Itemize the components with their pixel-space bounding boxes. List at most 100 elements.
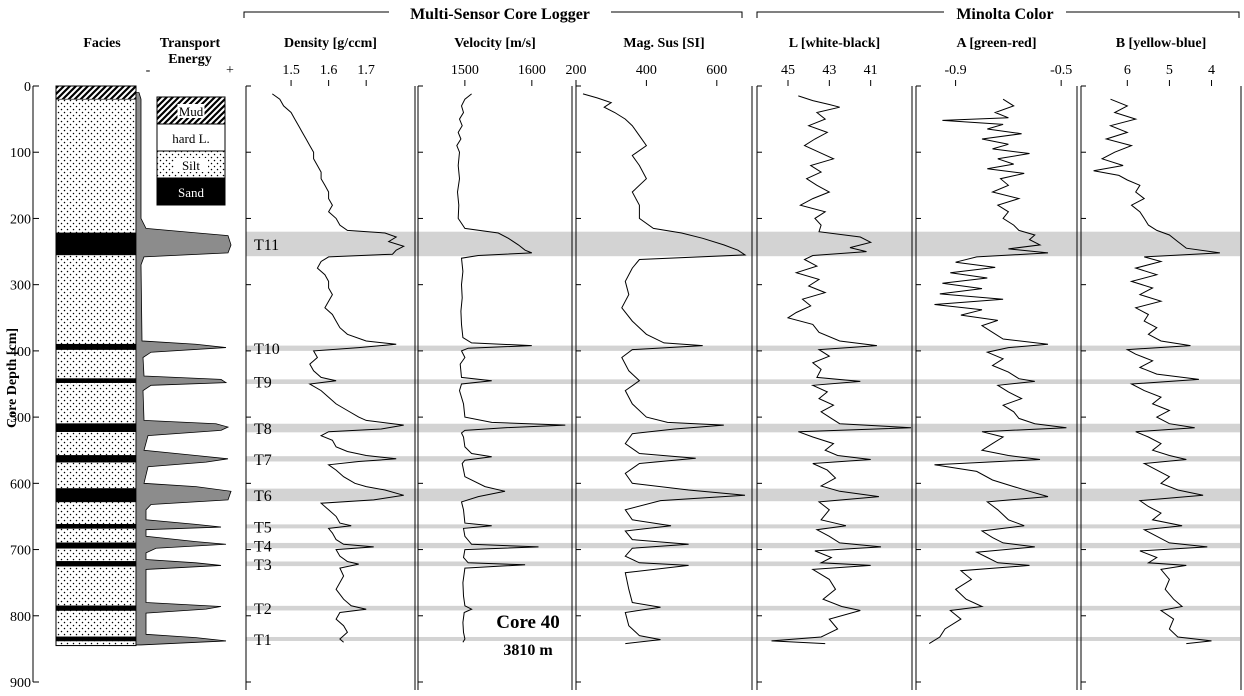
facies-interval [55,547,137,562]
depth-tick-label: 400 [10,345,31,360]
facies-interval [55,382,137,425]
turbidite-band [246,542,1240,549]
track-frames [32,11,1242,690]
facies-interval [55,343,137,350]
depth-tick-label: 600 [10,477,31,492]
facies-interval [55,461,137,489]
transport-energy-title: Energy [168,52,212,67]
log-curve [582,93,747,645]
facies-interval [55,528,137,544]
transport-energy-title: Transport [160,36,221,51]
legend-swatch [156,123,226,152]
log-curves [272,93,1220,645]
track-title: Mag. Sus [SI] [623,36,704,51]
facies-interval [55,542,137,549]
track-tick-label: 1600 [518,63,546,78]
depth-tick-label: 300 [10,279,31,294]
turbidite-bands [246,231,1240,641]
turbidite-label: T6 [254,488,272,505]
track-tick-label: -0.9 [945,63,967,78]
turbidite-band [246,456,1240,462]
turbidite-label: T3 [254,557,272,574]
turbidite-label: T4 [254,539,272,556]
track-tick-label: 45 [781,63,795,78]
track-tick-label: 1.6 [320,63,338,78]
legend-swatch [156,96,226,125]
turbidite-label: T5 [254,519,272,536]
depth-tick-label: 800 [10,610,31,625]
legend-label-bg [174,185,208,199]
facies-interval [55,232,137,256]
legend-label: hard L. [172,131,210,146]
track-tick-label: 1.5 [282,63,300,78]
turbidite-label: T8 [254,421,272,438]
depth-tick-label: 100 [10,146,31,161]
facies-interval [55,565,137,607]
facies-interval [55,524,137,529]
transport-energy-minus: - [146,63,151,78]
depth-tick-label: 0 [24,80,31,95]
core-label: Core 40 [496,612,560,633]
facies-interval [55,431,137,456]
facies-interval [55,85,137,100]
turbidite-band [246,231,1240,257]
turbidite-label: T11 [254,237,279,254]
legend-label: Mud [179,104,204,119]
turbidite-band [246,636,1240,641]
chart-text: Multi-Sensor Core Logger Minolta Color F… [5,6,1215,691]
track-title: A [green-red] [957,36,1037,51]
turbidite-band [246,524,1240,529]
turbidite-label: T1 [254,632,272,649]
transport-energy-plus: + [226,63,234,78]
depth-tick-label: 700 [10,544,31,559]
log-curve [272,93,406,643]
facies-interval [55,349,137,380]
facies-interval [55,455,137,463]
group-bracket [243,11,389,18]
track-tick-label: 400 [636,63,657,78]
facies-interval [55,501,137,525]
legend-label-bg [174,158,208,172]
transport-energy-curve [135,92,232,646]
legend-label-bg [177,104,205,118]
facies-interval [55,98,137,234]
turbidite-label: T7 [254,452,272,469]
log-curve [1093,98,1220,645]
transport-energy-area [135,92,232,646]
group-title-minolta: Minolta Color [956,6,1053,23]
facies-interval [55,254,137,345]
track-tick-label: 200 [566,63,587,78]
track-title: Velocity [m/s] [454,36,536,51]
track-title: Density [g/ccm] [284,36,377,51]
group-bracket [611,11,743,18]
facies-interval [55,640,137,646]
legend-label: Silt [182,158,200,173]
facies-interval [55,605,137,611]
facies-interval [55,561,137,567]
facies-column: Mud hard L. Silt Sand [55,85,226,647]
group-bracket [1066,11,1240,18]
water-depth-label: 3810 m [503,642,553,659]
turbidite-band [246,423,1240,433]
track-title: L [white-black] [789,36,880,51]
depth-tick-label: 900 [10,676,31,691]
turbidite-label: T10 [254,341,280,358]
track-tick-label: 600 [706,63,727,78]
log-curve [771,95,912,645]
turbidite-label: T2 [254,601,272,618]
log-curve [928,98,1067,645]
turbidite-band [246,379,1240,384]
depth-tick-label: 500 [10,411,31,426]
facies-interval [55,610,137,638]
group-title-mscl: Multi-Sensor Core Logger [410,6,590,23]
depth-tick-label: 200 [10,212,31,227]
facies-interval [55,636,137,642]
track-tick-label: 6 [1124,63,1131,78]
track-tick-label: 41 [864,63,878,78]
turbidite-band [246,605,1240,611]
track-tick-label: 43 [822,63,836,78]
track-tick-label: -0.5 [1050,63,1072,78]
facies-interval [55,488,137,503]
track-tick-label: 1.7 [357,63,375,78]
